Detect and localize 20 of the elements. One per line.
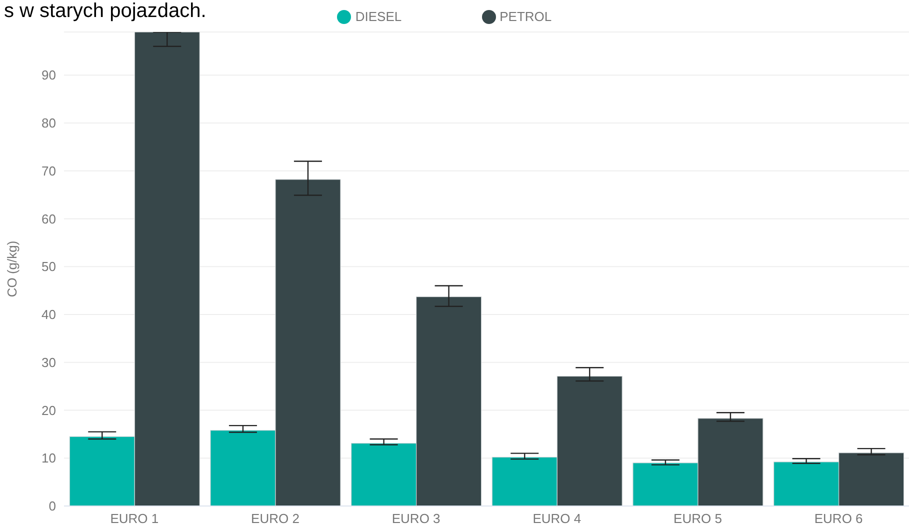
y-tick-label: 0 (48, 498, 56, 514)
y-axis-title: CO (g/kg) (4, 240, 20, 298)
x-tick-label: EURO 5 (674, 511, 722, 526)
y-tick-label: 10 (42, 450, 56, 466)
legend-label: PETROL (500, 9, 552, 24)
x-tick-label: EURO 4 (532, 511, 582, 526)
y-tick-label: 60 (42, 211, 56, 226)
y-tick-label: 30 (42, 354, 56, 370)
x-tick-label: EURO 6 (814, 511, 863, 526)
x-tick-label: EURO 2 (251, 511, 300, 526)
chart-title: s w starych pojazdach. (4, 0, 206, 23)
y-tick-label: 70 (42, 163, 56, 178)
x-tick-label: EURO 3 (392, 511, 440, 526)
y-tick-label: 50 (42, 259, 56, 274)
legend-label: DIESEL (355, 9, 402, 24)
y-tick-label: 20 (42, 402, 56, 418)
y-tick-label: 90 (42, 68, 56, 83)
x-tick-label: EURO 1 (110, 511, 159, 526)
y-tick-label: 40 (42, 307, 56, 322)
y-tick-label: 80 (42, 116, 56, 131)
